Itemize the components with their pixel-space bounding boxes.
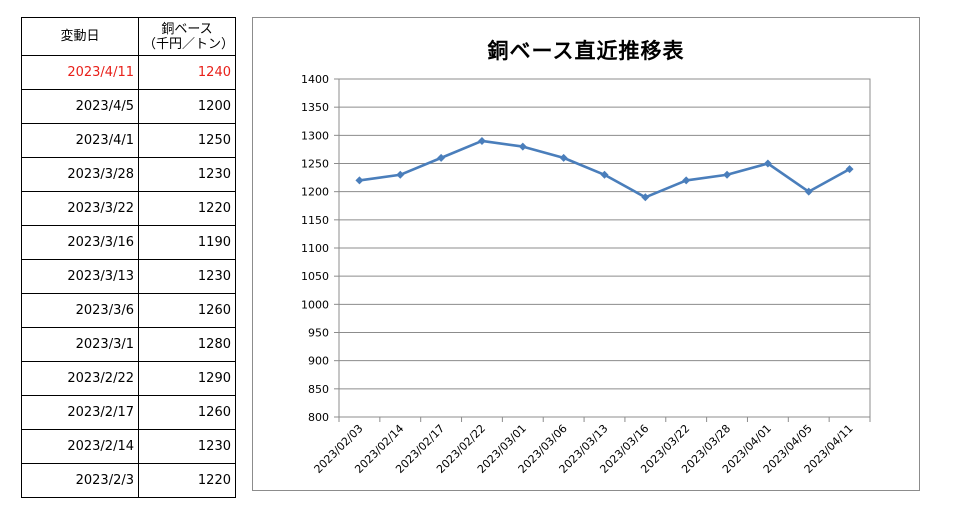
table-row: 2023/3/13 1230 (21, 259, 236, 294)
cell-date: 2023/3/28 (21, 157, 139, 192)
data-point (518, 142, 527, 151)
data-point (723, 170, 732, 179)
cell-price: 1260 (138, 395, 236, 430)
y-tick-label: 900 (308, 355, 329, 368)
cell-price: 1230 (138, 157, 236, 192)
cell-price: 1290 (138, 361, 236, 396)
cell-price: 1190 (138, 225, 236, 260)
cell-date: 2023/3/6 (21, 293, 139, 328)
table-row: 2023/4/1 1250 (21, 123, 236, 158)
table-body: 2023/4/11 1240 2023/4/5 1200 2023/4/1 1250 202… (21, 55, 236, 498)
cell-price: 1200 (138, 89, 236, 124)
cell-price: 1250 (138, 123, 236, 158)
data-point (437, 153, 446, 162)
price-table: 変動日 銅ベース （千円／トン） 2023/4/11 1240 2023/4/5 12… (21, 17, 236, 498)
data-point (600, 170, 609, 179)
cell-date: 2023/4/11 (21, 55, 139, 90)
table-row: 2023/3/6 1260 (21, 293, 236, 328)
y-tick-label: 800 (308, 411, 329, 424)
y-tick-label: 1300 (301, 129, 329, 142)
data-point (763, 159, 772, 168)
data-point (559, 153, 568, 162)
table-header-row: 変動日 銅ベース （千円／トン） (21, 17, 236, 56)
table-row: 2023/2/14 1230 (21, 429, 236, 464)
table-row: 2023/3/22 1220 (21, 191, 236, 226)
data-point (682, 176, 691, 185)
plot-border (338, 78, 871, 418)
y-tick-label: 1000 (301, 298, 329, 311)
y-tick-label: 1200 (301, 186, 329, 199)
table-row: 2023/2/17 1260 (21, 395, 236, 430)
table-row: 2023/4/11 1240 (21, 55, 236, 90)
cell-date: 2023/2/14 (21, 429, 139, 464)
cell-date: 2023/3/1 (21, 327, 139, 362)
cell-date: 2023/3/22 (21, 191, 139, 226)
cell-date: 2023/3/16 (21, 225, 139, 260)
cell-price: 1260 (138, 293, 236, 328)
y-tick-label: 1100 (301, 242, 329, 255)
line-chart: 800 850 900 950 1000 1050 1100 1150 1200 1250 1300… (301, 73, 871, 476)
data-point (355, 176, 364, 185)
chart-title: 銅ベース直近推移表 (487, 39, 685, 63)
table-row: 2023/3/28 1230 (21, 157, 236, 192)
cell-price: 1230 (138, 259, 236, 294)
data-point (641, 193, 650, 202)
y-tick-label: 1050 (301, 270, 329, 283)
cell-date: 2023/2/3 (21, 463, 139, 498)
y-tick-label: 950 (308, 327, 329, 340)
table-row: 2023/2/22 1290 (21, 361, 236, 396)
y-tick-label: 850 (308, 383, 329, 396)
cell-date: 2023/3/13 (21, 259, 139, 294)
y-tick-label: 1350 (301, 101, 329, 114)
data-point (396, 170, 405, 179)
y-tick-label: 1250 (301, 158, 329, 171)
cell-price: 1220 (138, 191, 236, 226)
data-point (477, 136, 486, 145)
cell-price: 1280 (138, 327, 236, 362)
header-price: 銅ベース （千円／トン） (138, 17, 236, 56)
chart-area: 銅ベース直近推移表 800 850 900 950 1000 1050 1100 1150 12… (252, 17, 920, 491)
y-tick-label: 1150 (301, 214, 329, 227)
cell-price: 1230 (138, 429, 236, 464)
cell-date: 2023/4/1 (21, 123, 139, 158)
data-point (845, 165, 854, 174)
table-row: 2023/4/5 1200 (21, 89, 236, 124)
table-row: 2023/2/3 1220 (21, 463, 236, 498)
table-row: 2023/3/16 1190 (21, 225, 236, 260)
cell-date: 2023/2/17 (21, 395, 139, 430)
header-date: 変動日 (21, 17, 139, 56)
cell-price: 1220 (138, 463, 236, 498)
data-point (804, 187, 813, 196)
cell-date: 2023/4/5 (21, 89, 139, 124)
table-row: 2023/3/1 1280 (21, 327, 236, 362)
series-line (359, 139, 851, 199)
cell-date: 2023/2/22 (21, 361, 139, 396)
header-price-unit: （千円／トン） (143, 36, 235, 52)
header-price-title: 銅ベース (161, 21, 213, 37)
y-tick-label: 1400 (301, 73, 329, 86)
cell-price: 1240 (138, 55, 236, 90)
